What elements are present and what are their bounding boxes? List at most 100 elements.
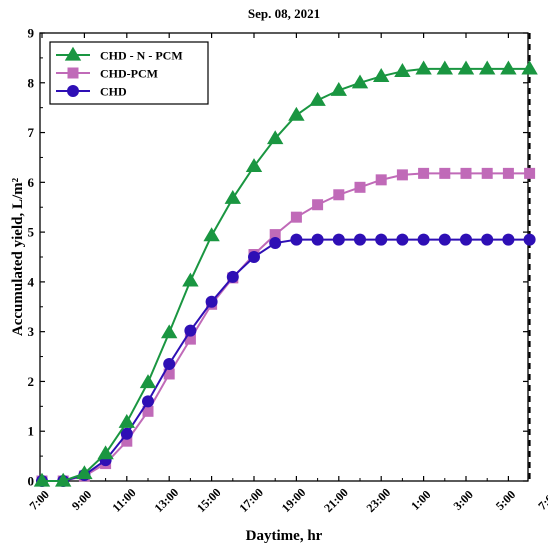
data-point: [309, 91, 326, 106]
data-point: [523, 233, 536, 246]
legend-entry-label: CHD: [100, 85, 127, 99]
data-point: [163, 358, 176, 371]
x-tick-label: 7:00: [535, 487, 548, 512]
data-point: [161, 324, 178, 339]
x-tick-label: 21:00: [321, 485, 351, 515]
data-point: [479, 60, 496, 75]
data-point: [205, 295, 218, 308]
y-tick-label: 6: [28, 175, 35, 190]
y-tick-label: 4: [28, 274, 35, 289]
data-point: [521, 60, 538, 75]
data-point: [438, 233, 451, 246]
y-tick-label: 2: [28, 374, 35, 389]
x-tick-label: 11:00: [109, 486, 138, 515]
legend-marker: [67, 67, 79, 79]
series-line: [42, 67, 530, 482]
data-point: [139, 374, 157, 389]
data-point: [55, 472, 72, 487]
data-point: [481, 167, 493, 179]
data-point: [142, 405, 154, 417]
data-point: [502, 167, 514, 179]
y-tick-label: 9: [28, 26, 35, 41]
x-tick-label: 15:00: [194, 485, 224, 515]
y-axis-label: Accumulated yield, L/m²: [10, 177, 26, 336]
data-point: [226, 270, 239, 283]
x-tick-label: 5:00: [493, 487, 518, 512]
data-point: [375, 233, 388, 246]
data-point: [269, 229, 281, 241]
data-point: [312, 199, 324, 211]
data-point: [502, 233, 515, 246]
data-point: [394, 63, 411, 77]
legend-marker: [67, 85, 79, 97]
x-tick-label: 17:00: [236, 485, 266, 515]
x-tick-label: 3:00: [450, 487, 475, 512]
data-point: [500, 60, 517, 75]
y-tick-label: 5: [28, 225, 35, 240]
legend: CHD - N - PCM CHD-PCM CHD: [49, 41, 209, 105]
data-point: [203, 227, 220, 242]
data-point: [290, 233, 303, 246]
series-line: [42, 172, 530, 482]
legend-entry-label: CHD - N - PCM: [100, 49, 183, 63]
data-point: [330, 81, 347, 96]
series-circle: [36, 233, 536, 487]
data-point: [118, 413, 135, 428]
data-point: [290, 211, 302, 223]
y-tick-label: 1: [28, 424, 35, 439]
y-tick-label: 8: [28, 75, 35, 90]
data-point: [33, 472, 51, 487]
data-point: [354, 181, 366, 193]
data-point: [396, 233, 409, 246]
data-point: [481, 233, 494, 246]
legend-entry-label: CHD-PCM: [100, 67, 158, 81]
data-point: [120, 427, 133, 440]
data-point: [184, 324, 197, 337]
data-point: [184, 333, 196, 345]
series-line: [42, 238, 530, 482]
x-tick-label: 23:00: [364, 485, 394, 515]
data-point: [267, 130, 284, 145]
data-point: [311, 233, 324, 246]
data-point: [163, 368, 175, 380]
data-point: [524, 167, 536, 179]
data-point: [439, 167, 451, 179]
series-triangle: [33, 60, 538, 487]
data-point: [457, 60, 475, 75]
data-point: [97, 445, 114, 460]
data-point: [460, 233, 472, 246]
data-point: [415, 60, 432, 75]
data-point: [76, 465, 93, 480]
data-point: [182, 272, 199, 287]
data-point: [436, 60, 453, 75]
x-tick-label: 1:00: [408, 487, 433, 512]
x-tick-label: 7:00: [26, 487, 51, 512]
x-axis-label: Daytime, hr: [246, 528, 323, 544]
data-point: [417, 233, 430, 246]
data-point: [460, 167, 472, 179]
data-point: [224, 189, 241, 204]
data-point: [396, 169, 408, 181]
data-point: [418, 167, 430, 179]
data-point: [269, 237, 282, 250]
data-point: [288, 106, 305, 121]
series-square: [36, 167, 536, 487]
plot-area: 0 1 2 3 4 5 6 7 8 9 7:00 9:00 11:00 13:00 15:00 17:00 19…: [26, 26, 548, 516]
legend-marker: [64, 46, 82, 61]
data-point: [351, 74, 369, 89]
data-point: [121, 435, 133, 447]
data-point: [248, 251, 260, 263]
data-point: [375, 174, 387, 186]
data-point: [142, 395, 154, 408]
x-tick-label: 19:00: [279, 485, 309, 515]
data-point: [332, 233, 345, 246]
data-point: [354, 233, 366, 246]
y-tick-label: 7: [28, 125, 35, 140]
chart-title: Sep. 08, 2021: [248, 6, 320, 21]
data-point: [245, 158, 263, 173]
y-tick-label: 0: [28, 474, 35, 489]
x-tick-label: 13:00: [152, 485, 182, 515]
data-point: [333, 189, 345, 201]
y-tick-label: 3: [28, 324, 35, 339]
